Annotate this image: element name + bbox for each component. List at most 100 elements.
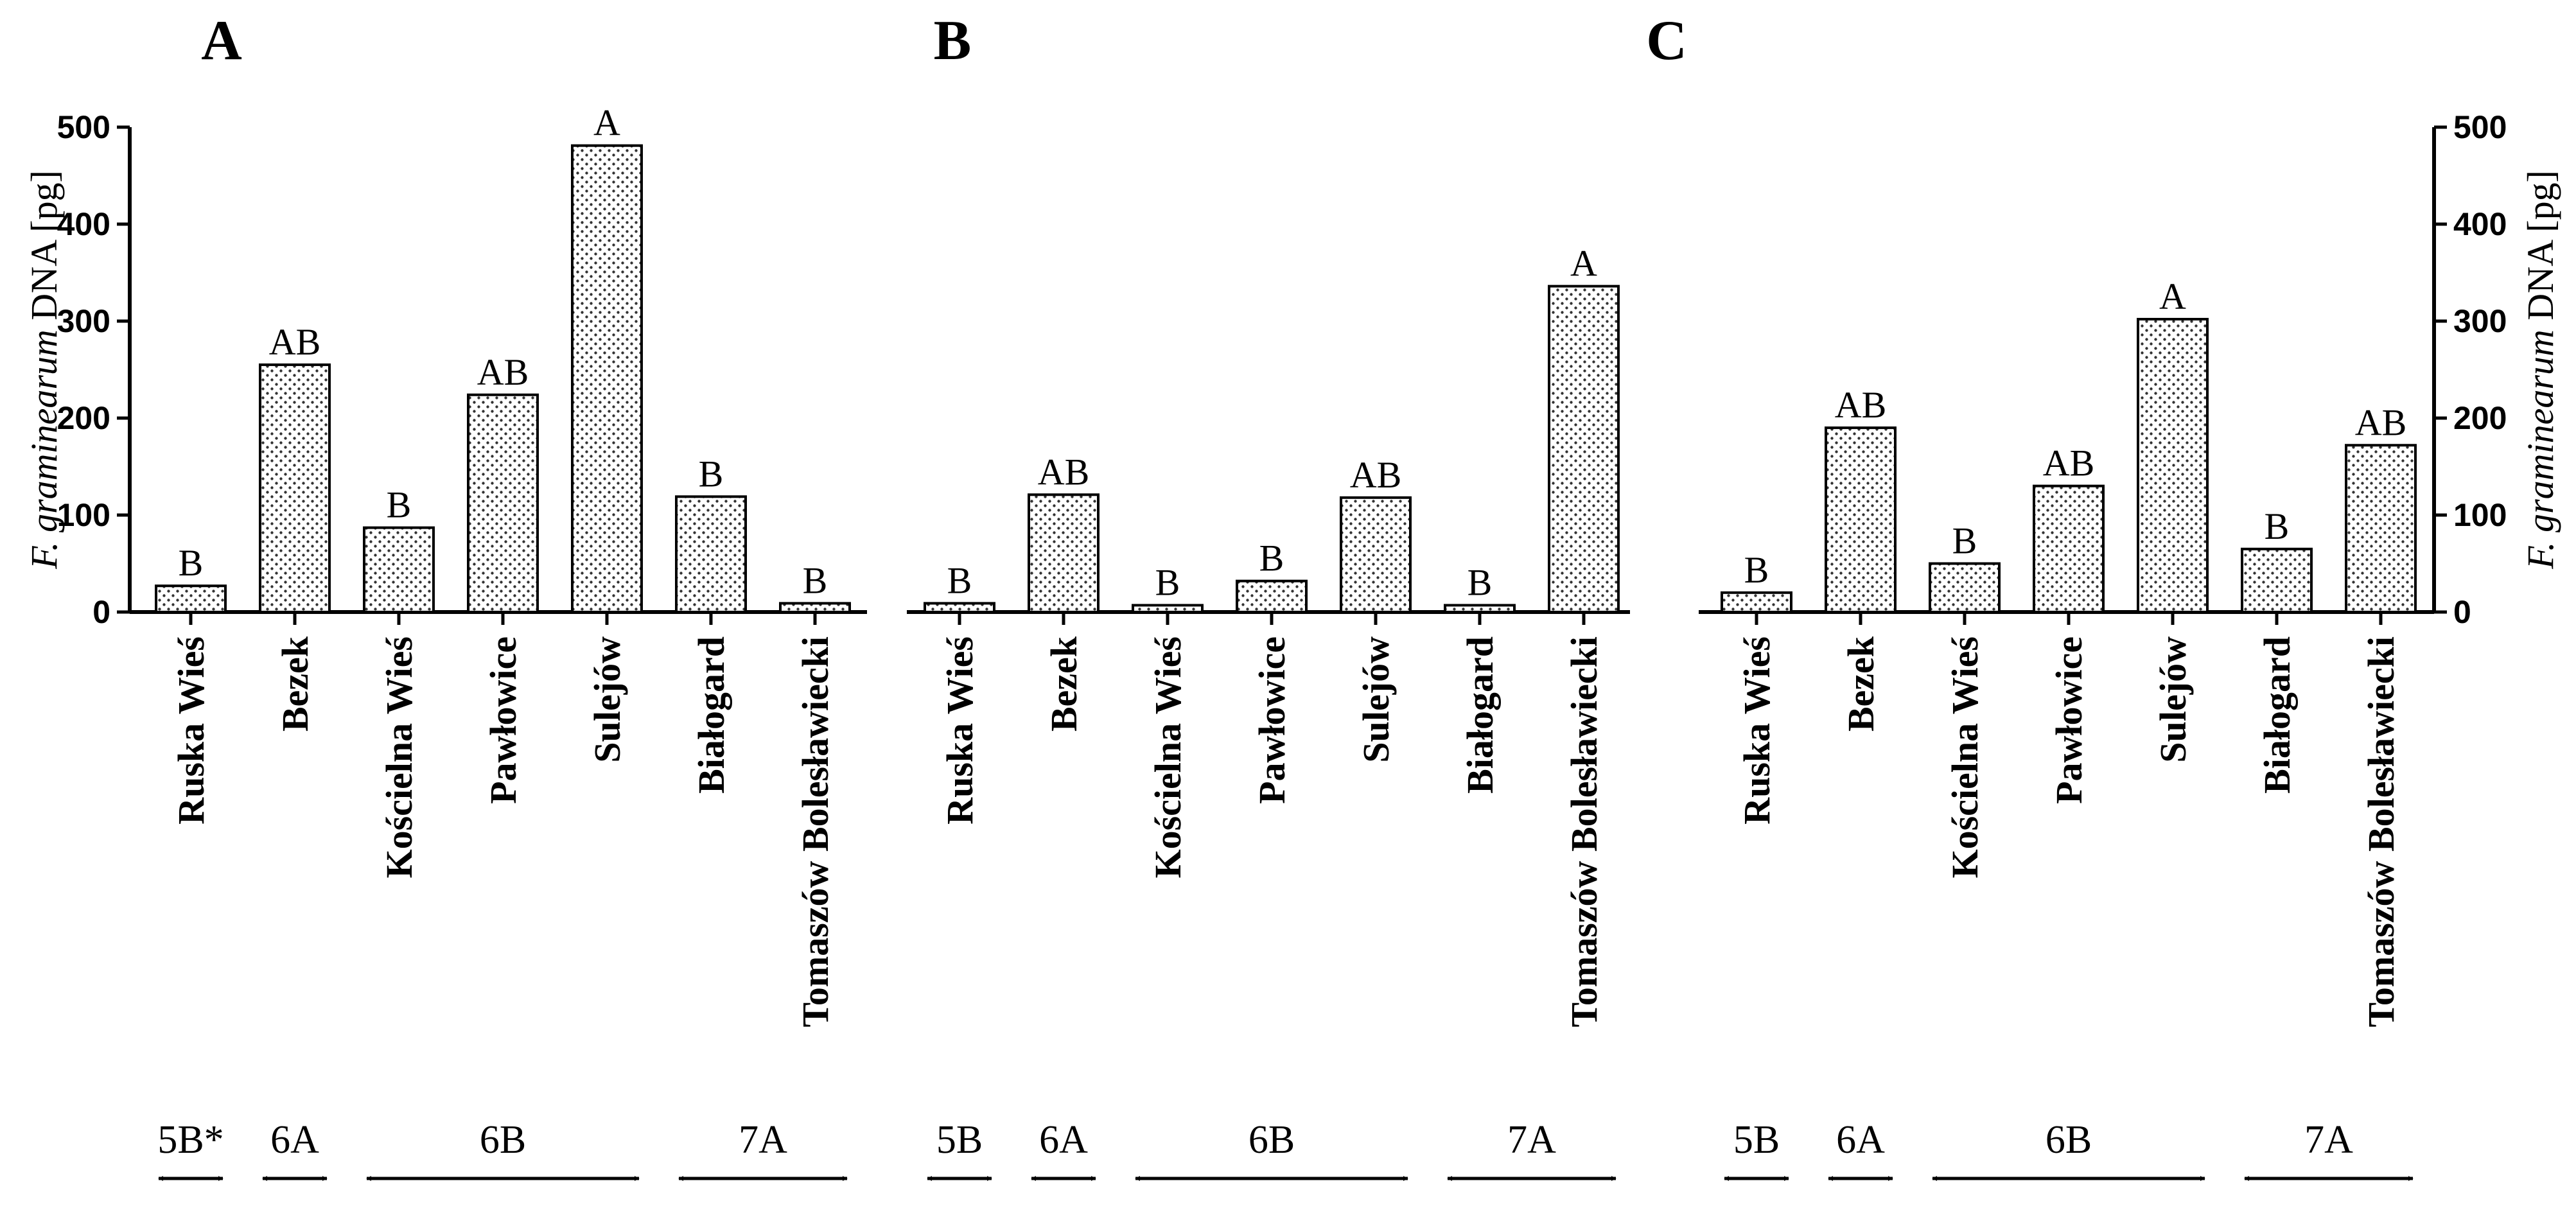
y-tick-label: 0 bbox=[2453, 594, 2471, 630]
significance-label: B bbox=[1155, 561, 1180, 603]
y-tick-label: 400 bbox=[2453, 206, 2507, 242]
bar-3 bbox=[1132, 604, 1204, 613]
y-axis-label-unit: DNA [pg] bbox=[2519, 170, 2561, 329]
chart-panels: A 0 100 200 300 400 500 F. graminearum DNA [pg]… bbox=[23, 10, 2561, 1181]
category-label: Pawłowice bbox=[1251, 636, 1293, 804]
bar-7 bbox=[2345, 444, 2417, 614]
group-label: 6A bbox=[270, 1118, 319, 1162]
category-label: Ruska Wieś bbox=[939, 636, 981, 825]
significance-label: B bbox=[1259, 538, 1284, 579]
y-axis-label-species: F. graminearum bbox=[2519, 329, 2561, 570]
category-label: Kościelna Wieś bbox=[1147, 636, 1189, 879]
bar-4 bbox=[467, 393, 539, 613]
significance-label: AB bbox=[1350, 454, 1402, 496]
significance-label: B bbox=[387, 484, 412, 526]
category-label: Białogard bbox=[690, 636, 732, 794]
significance-label: AB bbox=[1835, 384, 1887, 426]
y-tick-label: 100 bbox=[57, 497, 110, 533]
category-label: Pawłowice bbox=[482, 636, 524, 804]
category-label: Tomaszów Bolesławiecki bbox=[1563, 636, 1605, 1027]
category-label: Tomaszów Bolesławiecki bbox=[2360, 636, 2402, 1027]
bar-5 bbox=[2137, 317, 2209, 613]
group-label: 6A bbox=[1039, 1118, 1088, 1162]
bar-6 bbox=[675, 495, 747, 613]
y-axis-label-unit: DNA [pg] bbox=[23, 170, 65, 329]
y-tick-label: 300 bbox=[2453, 303, 2507, 339]
significance-label: AB bbox=[1038, 451, 1090, 493]
category-label: Sulejów bbox=[586, 636, 628, 763]
category-label: Białogard bbox=[1459, 636, 1501, 794]
significance-label: B bbox=[699, 453, 724, 495]
bar-5 bbox=[1340, 496, 1412, 613]
y-axis-label-species: F. graminearum bbox=[23, 329, 65, 570]
y-axis-label: F. graminearum DNA [pg] bbox=[23, 170, 65, 570]
bar-6 bbox=[1444, 604, 1516, 613]
category-label: Ruska Wieś bbox=[170, 636, 212, 825]
category-label: Kościelna Wieś bbox=[1944, 636, 1986, 879]
bar-2 bbox=[259, 363, 331, 613]
bar-1 bbox=[924, 602, 995, 613]
bar-3 bbox=[1929, 562, 2001, 613]
group-label: 6B bbox=[2046, 1118, 2092, 1162]
significance-label: B bbox=[1952, 520, 1977, 562]
y-axis-label: F. graminearum DNA [pg] bbox=[2519, 170, 2561, 570]
group-label: 5B* bbox=[157, 1118, 223, 1162]
bar-4 bbox=[2033, 484, 2105, 614]
category-label: Bezek bbox=[1043, 636, 1085, 731]
group-label: 6A bbox=[1836, 1118, 1885, 1162]
group-label: 5B bbox=[936, 1118, 983, 1162]
y-tick-label: 500 bbox=[57, 109, 110, 145]
chart-panel-c: C 0 100 200 300 400 500 F. graminearum DNA [pg]… bbox=[1646, 10, 2561, 1181]
significance-label: B bbox=[803, 559, 828, 601]
category-label: Bezek bbox=[274, 636, 316, 731]
y-tick-label: 200 bbox=[2453, 400, 2507, 436]
category-label: Białogard bbox=[2256, 636, 2298, 794]
group-label: 6B bbox=[1249, 1118, 1295, 1162]
significance-label: A bbox=[1570, 243, 1597, 285]
panel-letter: B bbox=[934, 10, 972, 72]
group-label: 7A bbox=[1507, 1118, 1556, 1162]
y-tick-label: 300 bbox=[57, 303, 110, 339]
category-label: Ruska Wieś bbox=[1736, 636, 1778, 825]
y-tick-label: 500 bbox=[2453, 109, 2507, 145]
category-label: Tomaszów Bolesławiecki bbox=[794, 636, 836, 1027]
bar-2 bbox=[1028, 493, 1100, 613]
panel-letter: C bbox=[1646, 10, 1687, 72]
bar-4 bbox=[1236, 579, 1308, 613]
group-label: 7A bbox=[739, 1118, 787, 1162]
significance-label: A bbox=[593, 102, 620, 144]
panel-letter: A bbox=[201, 10, 242, 72]
category-label: Kościelna Wieś bbox=[378, 636, 420, 879]
significance-label: B bbox=[1468, 561, 1493, 603]
significance-label: B bbox=[947, 559, 972, 601]
bar-5 bbox=[571, 144, 643, 613]
significance-label: A bbox=[2159, 276, 2186, 317]
y-tick-label: 0 bbox=[92, 594, 110, 630]
chart-panel-a: A 0 100 200 300 400 500 F. graminearum DNA [pg]… bbox=[23, 10, 867, 1181]
significance-label: B bbox=[179, 542, 204, 584]
bar-7 bbox=[779, 602, 851, 613]
bar-1 bbox=[1721, 591, 1792, 613]
significance-label: B bbox=[1744, 549, 1769, 591]
bar-1 bbox=[155, 584, 227, 613]
y-tick-label: 400 bbox=[57, 206, 110, 242]
group-label: 7A bbox=[2304, 1118, 2353, 1162]
y-tick-label: 200 bbox=[57, 400, 110, 436]
category-label: Bezek bbox=[1840, 636, 1882, 731]
category-label: Sulejów bbox=[2152, 636, 2194, 763]
significance-label: AB bbox=[2355, 401, 2407, 443]
significance-label: AB bbox=[269, 321, 321, 363]
bar-7 bbox=[1548, 285, 1620, 613]
significance-label: AB bbox=[477, 351, 529, 393]
significance-label: B bbox=[2265, 505, 2290, 547]
significance-label: AB bbox=[2043, 442, 2095, 484]
group-label: 5B bbox=[1733, 1118, 1780, 1162]
bar-3 bbox=[363, 526, 435, 613]
category-label: Pawłowice bbox=[2048, 636, 2090, 804]
y-tick-label: 100 bbox=[2453, 497, 2507, 533]
bar-2 bbox=[1825, 426, 1897, 613]
category-label: Sulejów bbox=[1355, 636, 1397, 763]
group-label: 6B bbox=[480, 1118, 526, 1162]
